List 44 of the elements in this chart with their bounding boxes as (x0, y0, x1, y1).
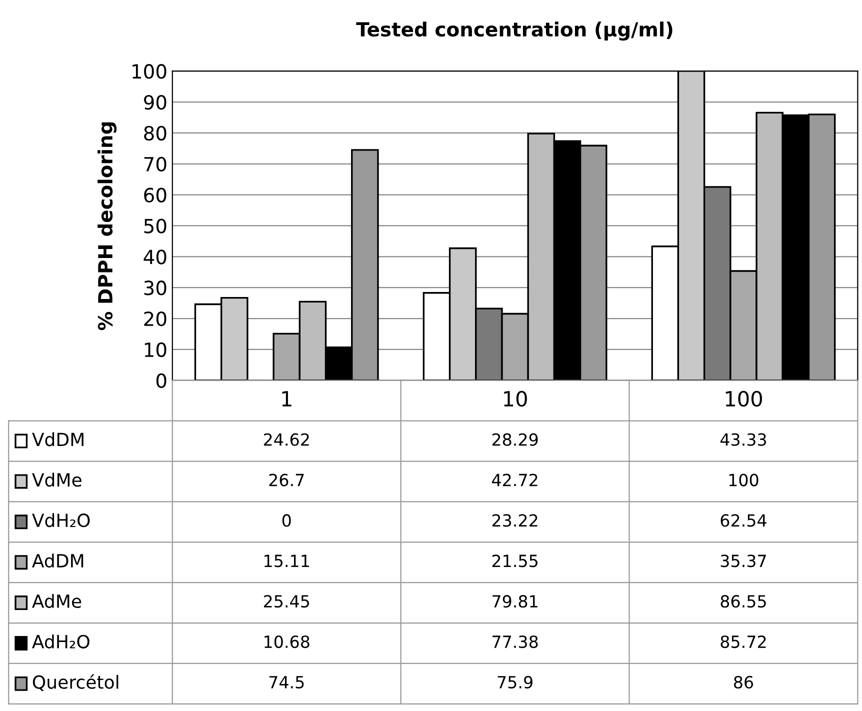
legend-label: VdDM (32, 432, 84, 446)
data-label: 35.37 (720, 554, 766, 568)
x-tick-label: 10 (504, 390, 527, 407)
data-label: 0 (282, 514, 291, 527)
x-tick-label: 100 (726, 390, 762, 407)
legend-label: AdMe (32, 594, 82, 608)
legend-label: VdMe (32, 472, 82, 487)
y-tick-label: 60 (144, 188, 166, 202)
legend-label: AdDM (32, 554, 84, 568)
y-tick-label: 30 (144, 280, 166, 296)
data-label: 75.9 (498, 676, 532, 689)
legend-label: Quercétol (32, 674, 118, 691)
y-axis-title: % DPPH decoloring (98, 122, 117, 330)
y-tick-label: 40 (144, 250, 166, 264)
data-label: 10.68 (264, 635, 310, 648)
legend-label: VdH₂O (32, 513, 90, 528)
data-label: 100 (729, 474, 758, 486)
legend-label: AdH₂O (32, 634, 90, 648)
data-label: 74.5 (269, 676, 304, 689)
data-label: 43.33 (720, 433, 766, 446)
data-label: 21.55 (492, 554, 538, 568)
data-label: 28.29 (492, 433, 538, 446)
chart-title: Tested concentration (µg/ml) (356, 22, 672, 41)
data-label: 42.72 (492, 474, 538, 486)
y-tick-label: 0 (156, 373, 166, 388)
data-label: 85.72 (720, 635, 766, 648)
data-label: 23.22 (492, 514, 538, 527)
data-label: 79.81 (492, 595, 538, 608)
data-label: 86.55 (720, 595, 766, 608)
data-label: 86 (734, 676, 754, 689)
y-tick-label: 100 (132, 64, 166, 79)
y-tick-label: 80 (144, 126, 166, 141)
data-label: 77.38 (492, 635, 538, 648)
y-tick-label: 50 (144, 218, 166, 234)
y-tick-label: 10 (144, 342, 166, 358)
data-label: 25.45 (264, 595, 310, 608)
data-label: 15.11 (264, 554, 309, 568)
data-label: 24.62 (264, 433, 309, 446)
y-tick-label: 90 (144, 94, 166, 110)
data-label: 62.54 (720, 514, 766, 527)
y-tick-label: 70 (144, 156, 166, 172)
y-tick-label: 20 (144, 311, 166, 326)
x-tick-label: 1 (282, 391, 292, 406)
data-label: 26.7 (269, 474, 304, 486)
